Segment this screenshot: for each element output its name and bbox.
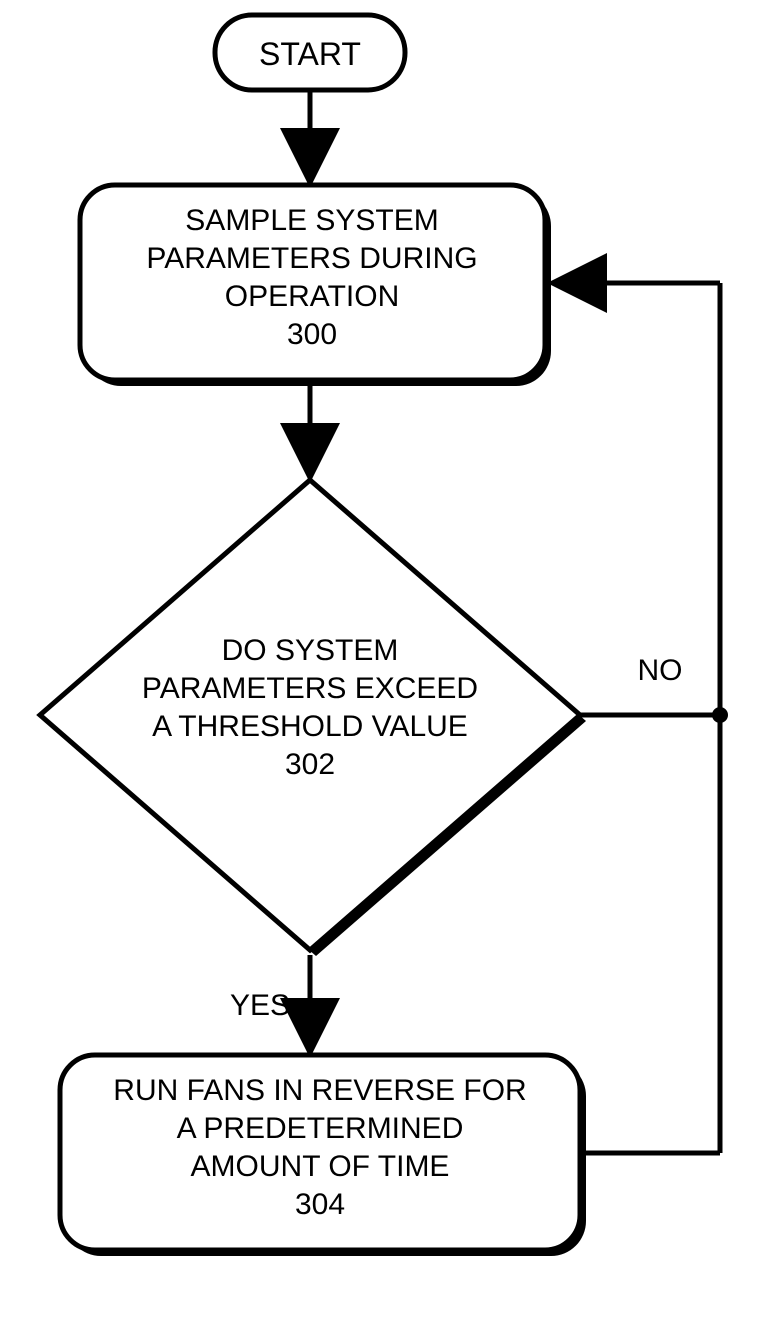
- node-sample: SAMPLE SYSTEM PARAMETERS DURING OPERATIO…: [80, 185, 551, 386]
- decision-line-2: A THRESHOLD VALUE: [152, 710, 468, 743]
- sample-line-0: SAMPLE SYSTEM: [185, 204, 438, 237]
- decision-line-1: PARAMETERS EXCEED: [142, 672, 478, 705]
- node-run-fans: RUN FANS IN REVERSE FOR A PREDETERMINED …: [60, 1055, 586, 1256]
- run-fans-line-3: 304: [295, 1188, 345, 1221]
- start-label: START: [259, 36, 361, 72]
- sample-line-1: PARAMETERS DURING: [146, 242, 477, 275]
- run-fans-line-1: A PREDETERMINED: [177, 1112, 464, 1145]
- run-fans-line-0: RUN FANS IN REVERSE FOR: [113, 1074, 526, 1107]
- decision-line-3: 302: [285, 748, 335, 781]
- flowchart-canvas: START SAMPLE SYSTEM PARAMETERS DURING OP…: [0, 0, 779, 1332]
- edge-run-fans-loop: [585, 715, 720, 1153]
- decision-line-0: DO SYSTEM: [222, 634, 399, 667]
- node-start: START: [215, 15, 405, 90]
- sample-line-2: OPERATION: [225, 280, 399, 313]
- run-fans-line-2: AMOUNT OF TIME: [191, 1150, 450, 1183]
- no-label: NO: [638, 654, 683, 687]
- yes-label: YES: [230, 989, 290, 1022]
- sample-line-3: 300: [287, 318, 337, 351]
- node-decision: DO SYSTEM PARAMETERS EXCEED A THRESHOLD …: [40, 480, 586, 956]
